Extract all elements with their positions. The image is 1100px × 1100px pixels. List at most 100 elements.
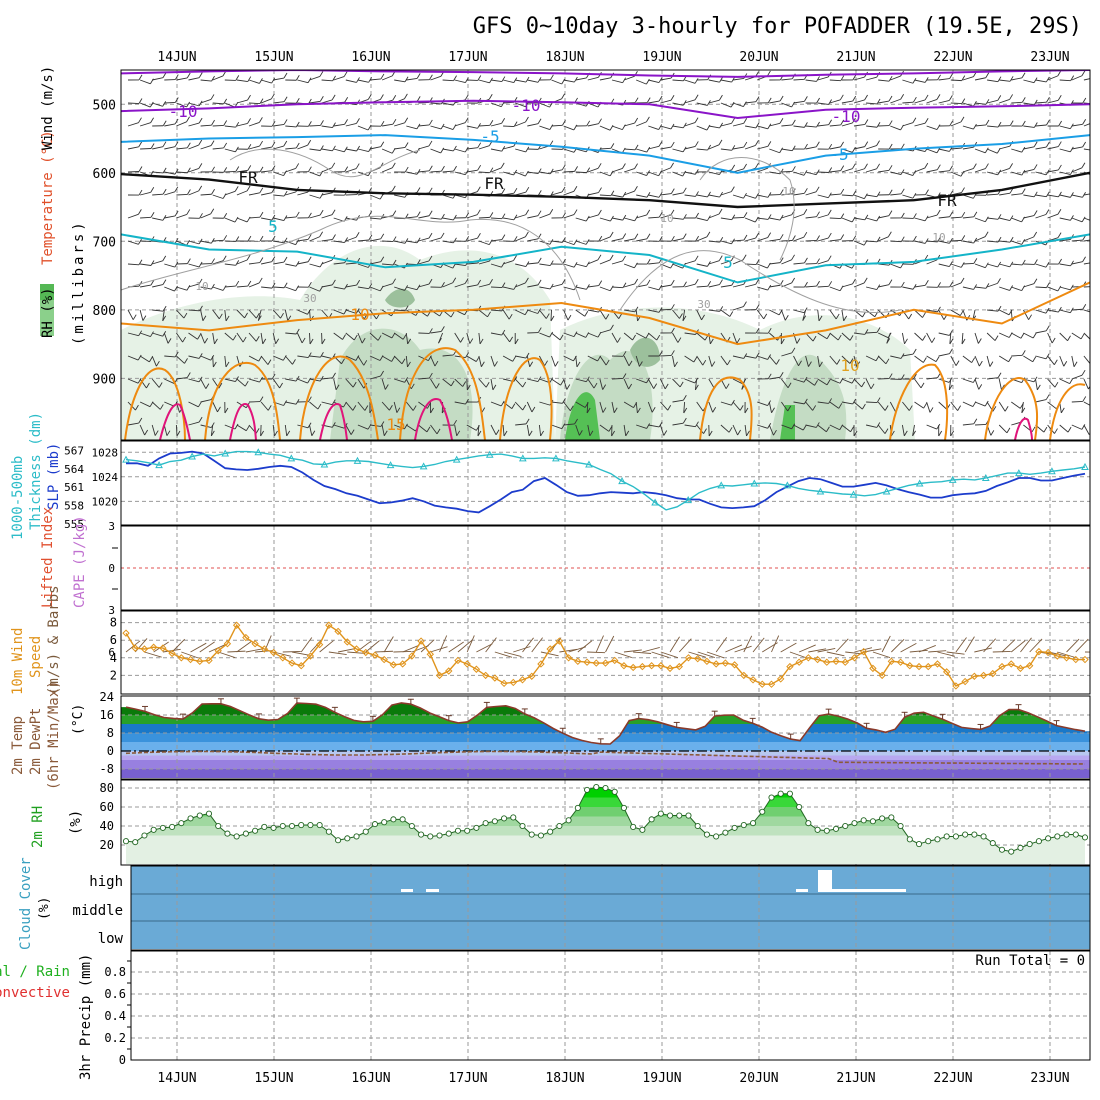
wind-barb-flag bbox=[199, 213, 203, 219]
wind-barb-flag bbox=[1082, 141, 1086, 148]
wind-barb-flag bbox=[767, 214, 772, 220]
wind-barb-flag bbox=[271, 121, 276, 127]
wind-barb bbox=[176, 121, 187, 127]
wind-barb bbox=[1083, 286, 1090, 288]
wind10-barb bbox=[771, 635, 780, 653]
wind-barb-flag bbox=[416, 211, 421, 217]
wind-barb-flag bbox=[259, 396, 264, 402]
wind-barb-flag bbox=[984, 231, 989, 237]
wind-barb-flag bbox=[597, 163, 602, 169]
wind-barb-flag bbox=[404, 305, 409, 311]
wind-barb-flag bbox=[739, 405, 744, 411]
wind-barb bbox=[817, 260, 829, 265]
wind-barb bbox=[1071, 261, 1083, 265]
wind-barb-flag bbox=[440, 232, 445, 239]
wind-barb-flag bbox=[212, 361, 217, 368]
wind-barb-flag bbox=[955, 360, 960, 366]
wind-barb-flag bbox=[307, 139, 312, 146]
wind-barb-flag bbox=[900, 374, 905, 380]
wind-barb-flag bbox=[900, 188, 905, 195]
wind-barb-flag bbox=[1091, 360, 1094, 365]
wind-barb-flag bbox=[634, 306, 639, 313]
wind-barb bbox=[636, 194, 648, 198]
wind-barb bbox=[550, 309, 552, 322]
wind-barb-flag bbox=[863, 277, 868, 284]
warm-isotherm bbox=[1049, 383, 1086, 440]
wind-barb bbox=[950, 102, 962, 105]
wind-barb-flag bbox=[295, 375, 300, 382]
wind-barb bbox=[648, 216, 660, 219]
wind-barb-flag bbox=[683, 281, 687, 287]
wind-barb bbox=[1083, 78, 1090, 81]
wind-barb-flag bbox=[392, 95, 397, 101]
wind-barb bbox=[829, 193, 841, 196]
wind-barb-flag bbox=[828, 167, 833, 173]
wind-barb bbox=[1047, 332, 1053, 344]
wind-barb-flag bbox=[138, 98, 143, 104]
wind-barb bbox=[901, 332, 905, 344]
wind-barb bbox=[636, 171, 647, 176]
wind-barb-flag bbox=[514, 338, 519, 345]
wind-barb-flag bbox=[137, 209, 142, 215]
wind-barb bbox=[406, 77, 418, 81]
wind-barb bbox=[986, 148, 998, 154]
wind-barb-flag bbox=[670, 279, 675, 286]
contour-label: 10 bbox=[195, 280, 208, 293]
wind-barb-flag bbox=[274, 430, 278, 437]
wind10-marker bbox=[712, 660, 720, 668]
rh-marker bbox=[786, 790, 793, 797]
wind-barb-flag bbox=[593, 382, 598, 389]
wind-barb bbox=[926, 169, 938, 173]
wind-barb-flag bbox=[501, 76, 506, 82]
wind-barb-flag bbox=[217, 406, 221, 413]
wind-barb bbox=[406, 148, 417, 154]
wind-barb-flag bbox=[174, 351, 179, 358]
wind-barb bbox=[309, 76, 321, 81]
temp-ylabel-unit: (°C) bbox=[71, 704, 86, 735]
wind-barb-flag bbox=[870, 383, 875, 390]
wind-barb bbox=[829, 79, 841, 82]
rh-tick-label: 60 bbox=[100, 800, 114, 814]
wind-barb-flag bbox=[380, 120, 385, 127]
wind-barb-flag bbox=[396, 407, 401, 413]
wind-barb-flag bbox=[840, 234, 845, 240]
wind-barb bbox=[624, 238, 635, 242]
wind10-barb bbox=[125, 640, 141, 653]
wind-barb-flag bbox=[682, 233, 687, 239]
wind-barb-flag bbox=[257, 315, 262, 321]
wind-barb bbox=[841, 100, 853, 104]
wind-barb bbox=[696, 217, 708, 221]
wind-barb bbox=[624, 309, 636, 313]
wind-barb-flag bbox=[537, 233, 542, 240]
wind-barb-flag bbox=[646, 97, 651, 103]
wind-barb-flag bbox=[430, 407, 434, 414]
wind-barb bbox=[393, 401, 398, 413]
wind-barb bbox=[684, 355, 695, 363]
wind-barb bbox=[490, 102, 502, 108]
wind-barb bbox=[381, 75, 393, 81]
wind-barb bbox=[684, 283, 696, 288]
wind-barb-flag bbox=[410, 383, 415, 390]
wind-barb bbox=[236, 122, 248, 127]
wind-barb bbox=[781, 170, 793, 173]
wind-barb bbox=[527, 79, 539, 83]
wind-barb-flag bbox=[428, 255, 433, 262]
wind-barb-flag bbox=[1028, 314, 1032, 320]
wind-barb-flag bbox=[211, 283, 215, 290]
wind10-barb bbox=[457, 640, 473, 653]
wind-barb bbox=[660, 193, 672, 196]
wind-barb-flag bbox=[150, 331, 154, 337]
wind-barb bbox=[502, 424, 505, 436]
isotherm-5 bbox=[121, 233, 1090, 284]
wind-barb-flag bbox=[693, 356, 698, 363]
dewpoint-line bbox=[125, 750, 1086, 765]
wind-barb bbox=[285, 191, 296, 196]
wind-barb bbox=[539, 213, 550, 219]
wind-barb-flag bbox=[656, 334, 661, 341]
contour-label: -10 bbox=[832, 107, 861, 126]
wind-barb bbox=[745, 355, 756, 359]
date-axis-bottom: 14JUN 15JUN 16JUN 17JUN 18JUN 19JUN 20JUN 21JUN… bbox=[157, 1071, 1069, 1086]
temp-ylabel-b: 2m DewPt bbox=[28, 708, 44, 775]
rh-marker bbox=[454, 827, 462, 834]
wind-barb-flag bbox=[259, 376, 263, 383]
